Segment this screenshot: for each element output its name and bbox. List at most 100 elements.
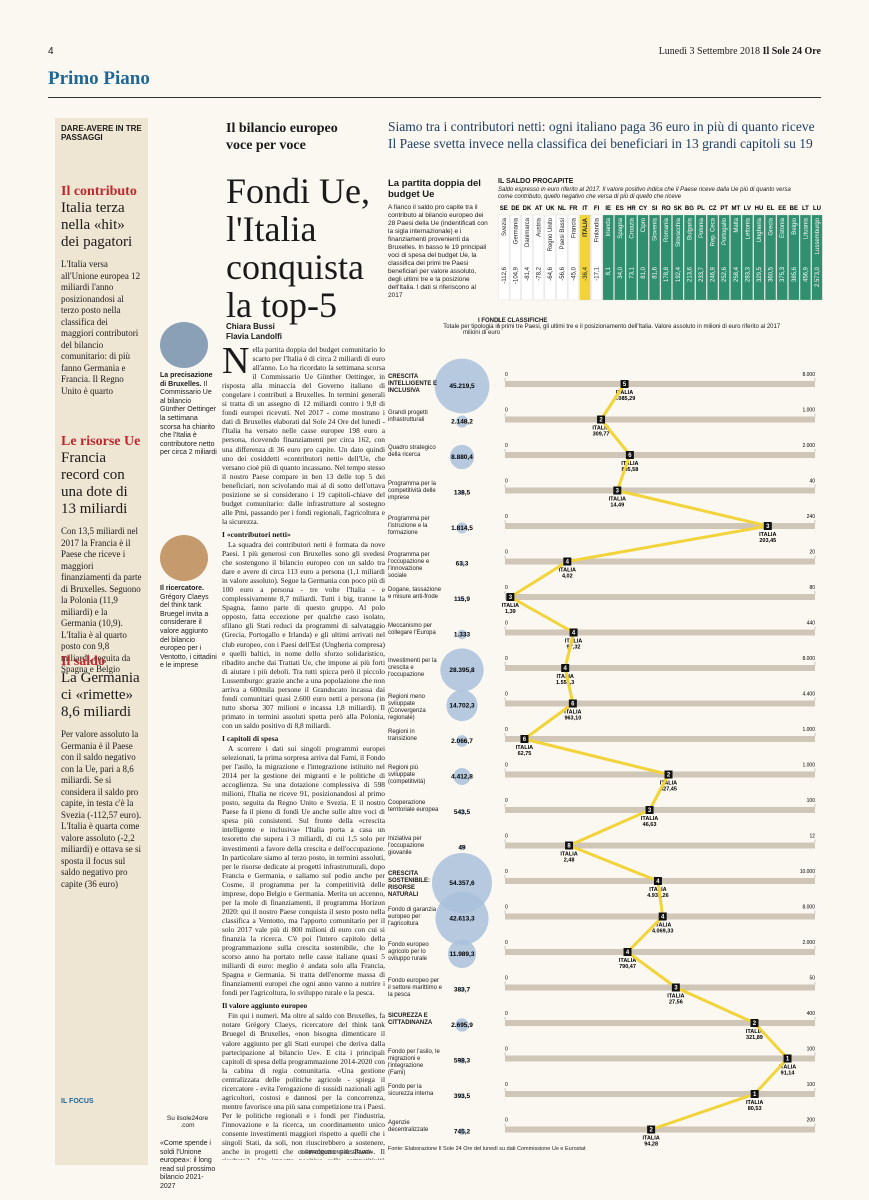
sidebar-label: Il saldo — [61, 654, 105, 669]
country-label: ITALIA — [616, 390, 633, 396]
scale-bar — [505, 381, 815, 387]
country-code: FR — [569, 206, 578, 212]
italy-marker — [647, 1125, 656, 1134]
subhead: I «contributori netti» — [222, 529, 291, 539]
tick-label: 0 — [505, 1011, 508, 1017]
fund-total: 45.219,5 — [449, 383, 475, 390]
tick-label: 0 — [505, 479, 508, 485]
scale-bar — [505, 523, 815, 529]
italy-marker — [750, 1019, 759, 1027]
country-label: ITALIA — [559, 568, 576, 574]
row-label: SICUREZZA E CITTADINANZA — [388, 1013, 433, 1026]
italy-value: 790,47 — [619, 964, 636, 970]
fund-bubble — [459, 490, 465, 495]
italy-rank: 4 — [566, 560, 570, 566]
country-name: Finlandia — [595, 217, 601, 242]
date: Lunedì 3 Settembre 2018 — [658, 46, 761, 57]
scale-bar — [505, 842, 815, 849]
country-name: Slovenia — [653, 217, 659, 241]
italy-value: 309,77 — [593, 432, 610, 438]
tick-label: 0 — [505, 727, 508, 733]
italy-rank: 3 — [674, 986, 678, 992]
saldo-label: 283,3 — [745, 266, 751, 282]
scale-bar — [505, 665, 815, 671]
row-label: Agenzie decentralizzate — [388, 1119, 429, 1133]
country-name: Ungheria — [757, 217, 763, 242]
italy-rank: 4 — [564, 666, 568, 672]
saldo-label: 258,4 — [734, 266, 740, 282]
fund-bubble — [435, 891, 489, 946]
fund-total: 28.395,8 — [449, 667, 475, 674]
italy-rank: 4 — [656, 879, 660, 885]
fund-total: 138,5 — [454, 490, 471, 497]
italy-rank: 4 — [626, 950, 630, 956]
row-label: Iniziativa per l'occupazione giovanile — [388, 835, 425, 856]
paragraph: Nella partita doppia del budget comunita… — [222, 345, 385, 526]
italy-value: 321,89 — [746, 1035, 763, 1041]
fund-total: 2.066,7 — [451, 738, 473, 745]
saldo-label: 329,5 — [757, 266, 763, 282]
saldo-label: -112,6 — [502, 266, 508, 283]
tick-label: 0 — [505, 763, 508, 769]
fund-bubble — [434, 358, 490, 414]
tick-label: 12 — [809, 834, 815, 840]
fund-bubble — [458, 1127, 466, 1136]
country-name: Danimarca — [525, 217, 531, 247]
saldo-cell — [498, 214, 510, 301]
tick-label: 1.000 — [802, 763, 815, 769]
byline: Chiara Bussi Flavia Landolfi — [226, 322, 282, 342]
fund-total: 383,7 — [454, 987, 471, 994]
row-label: Meccanismo per collegare l'Europa — [388, 622, 436, 636]
italy-value: 1,39 — [505, 609, 516, 615]
tick-label: 400 — [807, 1011, 816, 1017]
saldo-label: 233,7 — [699, 266, 705, 282]
funds-subtitle: Totale per tipologia in milioni di euro — [443, 324, 500, 336]
country-label: ITALIA — [560, 852, 577, 858]
sidebar-text: Per valore assoluto la Germania è il Pae… — [61, 729, 142, 889]
subhead: I capitoli di spesa — [222, 733, 279, 743]
saldo-label: -56,6 — [560, 266, 566, 280]
italy-rank: 3 — [616, 489, 620, 495]
country-label: ITALIA — [564, 710, 581, 716]
italy-marker — [783, 1054, 792, 1063]
fund-total: 1.333 — [454, 632, 471, 639]
tick-label: 0 — [505, 1082, 508, 1088]
scale-bar — [505, 949, 815, 955]
italy-value: 963,10 — [564, 716, 581, 722]
saldo-cell — [683, 214, 695, 301]
country-name: Romania — [664, 217, 670, 242]
row-label: Investimenti per la crescita e l'occupaz… — [388, 658, 437, 678]
fund-bubble — [459, 561, 465, 566]
italy-marker — [763, 522, 772, 530]
caption: Grégory Claeys del think tank Bruegel in… — [160, 593, 217, 670]
kicker: DARE-AVERE IN TRE PASSAGGI — [61, 124, 142, 142]
sidebar-title: La Germania ci «rimette» 8,6 miliardi — [61, 670, 140, 720]
country-name: Grecia — [769, 217, 775, 235]
scale-bar — [505, 1126, 815, 1133]
country-label: ITALIA — [557, 674, 574, 680]
fund-total: 8.880,4 — [451, 454, 473, 461]
sidebar-item: Le risorse Ue Francia record con una dote… — [61, 418, 142, 676]
row-label: CRESCITA INTELLIGENTE E INCLUSIVA — [388, 374, 438, 394]
country-code: HR — [627, 206, 636, 212]
saldo-label: 385,6 — [792, 266, 798, 282]
photo-caption: La precisazione di Bruxelles. Il Commiss… — [160, 372, 218, 458]
saldo-label: 192,4 — [676, 266, 682, 282]
row-label: Grandi progetti infrastrutturali — [388, 409, 428, 423]
tick-label: 0 — [505, 798, 508, 804]
row-label: Programma per la competitività delle imp… — [388, 480, 437, 501]
country-code: IT — [582, 206, 588, 212]
italy-value: 62,75 — [518, 751, 532, 757]
caption: Il Commissario Ue al bilancio Günther Oe… — [160, 380, 217, 457]
saldo-cell — [625, 214, 637, 301]
country-code: DK — [523, 206, 532, 212]
sidebar-item: Il saldo La Germania ci «rimette» 8,6 mil… — [61, 638, 142, 890]
country-name: Paesi Bassi — [560, 218, 566, 249]
saldo-cell — [602, 214, 614, 301]
italy-rank: 4 — [572, 631, 576, 637]
fund-bubble — [457, 629, 467, 640]
italy-rank: 6 — [628, 453, 632, 459]
scale-bar — [505, 452, 815, 458]
row-label: Fondo europeo per il settore marittimo e… — [388, 977, 443, 998]
saldo-cell — [637, 214, 649, 301]
